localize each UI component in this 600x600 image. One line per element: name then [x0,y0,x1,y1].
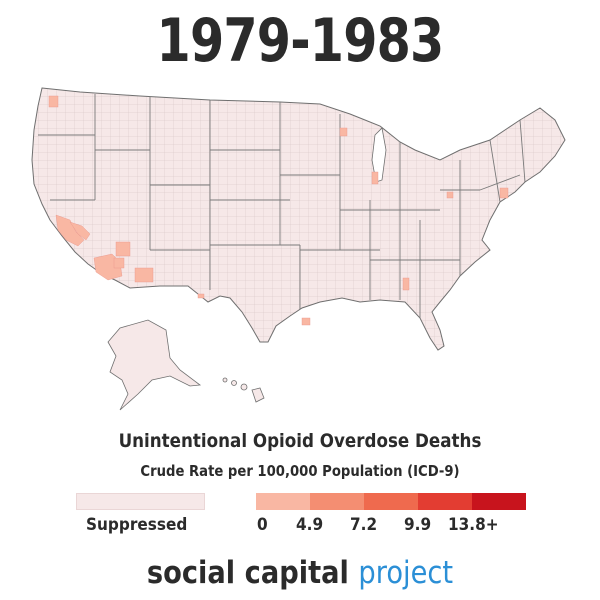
alaska [107,319,202,411]
legend-tick-0: 0 [257,515,268,535]
legend-tick-1: 4.9 [296,515,324,535]
hawaii [222,377,265,403]
legend-suppressed-label: Suppressed [86,515,188,535]
legend-tick-2: 7.2 [350,515,378,535]
legend-tick-4: 13.8+ [448,515,499,535]
us-county-map [20,80,580,430]
legend-bin-4 [418,493,472,510]
legend-bin-1 [256,493,310,510]
page-title: 1979-1983 [156,6,445,76]
legend-suppressed-swatch [76,493,205,510]
brand-word-social-capital: social capital [146,555,349,591]
brand-word-project: project [358,555,454,591]
lower-48-states [31,87,566,351]
legend-title: Unintentional Opioid Overdose Deaths [118,430,482,452]
legend-bin-2 [310,493,364,510]
legend-bin-3 [364,493,418,510]
legend-bin-5 [472,493,526,510]
legend-subtitle: Crude Rate per 100,000 Population (ICD-9… [140,462,460,480]
legend-tick-3: 9.9 [404,515,432,535]
brand-logo-text: social capital project [36,555,564,591]
legend-color-scale [256,493,526,510]
highlighted-counties [48,95,509,326]
